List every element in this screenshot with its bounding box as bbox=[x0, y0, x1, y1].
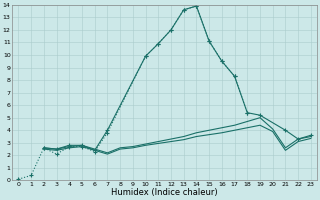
X-axis label: Humidex (Indice chaleur): Humidex (Indice chaleur) bbox=[111, 188, 218, 197]
